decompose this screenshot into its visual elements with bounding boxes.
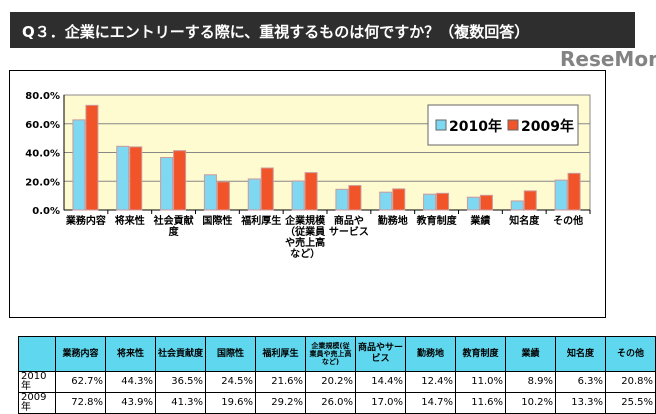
bar-2009年	[173, 150, 187, 211]
column-header: 業績	[505, 336, 556, 372]
table-cell: 72.8%	[55, 392, 106, 414]
table-cell: 6.3%	[555, 371, 606, 393]
table-cell: 29.2%	[255, 392, 306, 414]
table-cell: 19.6%	[205, 392, 256, 414]
table-cell: 26.0%	[305, 392, 356, 414]
x-tick-label: 業績	[470, 216, 491, 227]
bar-2010年	[466, 196, 480, 211]
bar-2010年	[247, 178, 261, 211]
bar-2010年	[554, 179, 568, 211]
legend-label: 2009年	[521, 118, 574, 135]
column-header: 業務内容	[55, 336, 106, 372]
column-header: 企業規模(従業員や売上高など)	[305, 336, 356, 372]
x-tick-label: 企業規模（従業員や売上高など）	[285, 216, 326, 260]
table-cell: 14.4%	[355, 371, 406, 393]
bar-2010年	[72, 119, 86, 211]
x-tick-label: 教育制度	[416, 216, 457, 227]
y-tick-label: 0.0%	[32, 206, 60, 217]
row-label: 2010年	[18, 371, 56, 393]
table-cell: 12.4%	[405, 371, 456, 393]
x-tick-label: 国際性	[202, 216, 233, 227]
table-cell: 11.6%	[455, 392, 506, 414]
legend-swatch	[435, 119, 447, 131]
table-cell: 43.9%	[105, 392, 156, 414]
bar-2010年	[203, 174, 217, 211]
bar-2009年	[436, 192, 450, 211]
column-header: 社会貢献度	[155, 336, 206, 372]
bar-2010年	[335, 188, 349, 211]
legend-label: 2010年	[449, 118, 502, 135]
column-header: 知名度	[555, 336, 606, 372]
legend	[427, 104, 579, 146]
table-header-row: 業務内容 将来性 社会貢献度 国際性 福利厚生 企業規模(従業員や売上高など) 商品やサービ…	[18, 336, 656, 372]
bar-2009年	[129, 146, 143, 211]
table-cell: 20.8%	[605, 371, 656, 393]
table-cell: 44.3%	[105, 371, 156, 393]
bar-2009年	[392, 188, 406, 211]
bar-2010年	[291, 180, 305, 211]
x-tick-label: 業務内容	[65, 216, 106, 227]
table-cell: 13.3%	[555, 392, 606, 414]
table-cell: 25.5%	[605, 392, 656, 414]
bar-2009年	[348, 185, 362, 211]
table-cell: 8.9%	[505, 371, 556, 393]
bar-2009年	[216, 181, 230, 211]
table-row: 2009年 72.8% 43.9% 41.3% 19.6% 29.2% 26.0% 17.0%…	[18, 392, 656, 414]
x-tick-label: 知名度	[509, 216, 540, 227]
table-cell: 14.7%	[405, 392, 456, 414]
bar-2010年	[116, 145, 130, 211]
y-tick-label: 40.0%	[25, 149, 60, 160]
table-cell: 36.5%	[155, 371, 206, 393]
watermark-logo: ReseMom	[560, 47, 656, 71]
chart-frame	[9, 70, 606, 318]
table-cell: 41.3%	[155, 392, 206, 414]
y-tick-label: 60.0%	[25, 120, 60, 131]
bar-2009年	[567, 172, 581, 211]
column-header: 国際性	[205, 336, 256, 372]
question-title: Q３．企業にエントリーする際に、重視するものは何ですか？（複数回答）	[10, 12, 635, 48]
legend-swatch	[507, 119, 519, 131]
bar-2010年	[379, 191, 393, 211]
row-label: 2009年	[18, 392, 56, 414]
bar-chart: 0.0% 20.0% 40.0% 60.0% 80.0% 2010年 2009年	[25, 91, 591, 217]
table-cell: 11.0%	[455, 371, 506, 393]
x-tick-label: 福利厚生	[241, 216, 282, 227]
table-cell: 10.2%	[505, 392, 556, 414]
column-header: 商品やサービス	[355, 336, 406, 372]
x-tick-label: 勤務地	[377, 216, 408, 227]
table-cell: 21.6%	[255, 371, 306, 393]
column-header: 将来性	[105, 336, 156, 372]
x-tick-label: 商品や サービス	[328, 216, 369, 238]
table-cell: 24.5%	[205, 371, 256, 393]
data-table: 業務内容 将来性 社会貢献度 国際性 福利厚生 企業規模(従業員や売上高など) 商品やサービ…	[18, 336, 656, 414]
bar-2009年	[523, 190, 537, 211]
bar-2010年	[423, 193, 437, 211]
y-tick-label: 80.0%	[25, 91, 60, 102]
x-tick-label: その他	[553, 216, 584, 227]
column-header: 教育制度	[455, 336, 506, 372]
y-tick-label: 20.0%	[25, 177, 60, 188]
table-row: 2010年 62.7% 44.3% 36.5% 24.5% 21.6% 20.2% 14.4%…	[18, 371, 656, 393]
bar-2009年	[304, 172, 318, 211]
x-tick-label: 将来性	[114, 216, 145, 227]
column-header: 福利厚生	[255, 336, 306, 372]
table-cell: 17.0%	[355, 392, 406, 414]
column-header: 勤務地	[405, 336, 456, 372]
bar-2009年	[85, 104, 99, 211]
table-cell: 20.2%	[305, 371, 356, 393]
column-header: その他	[605, 336, 656, 372]
bar-2009年	[260, 167, 274, 211]
x-tick-label: 社会貢献度	[153, 216, 194, 238]
table-cell: 62.7%	[55, 371, 106, 393]
bar-2009年	[479, 194, 493, 211]
bar-2010年	[510, 200, 524, 211]
column-header	[18, 336, 56, 372]
bar-2010年	[160, 157, 174, 211]
